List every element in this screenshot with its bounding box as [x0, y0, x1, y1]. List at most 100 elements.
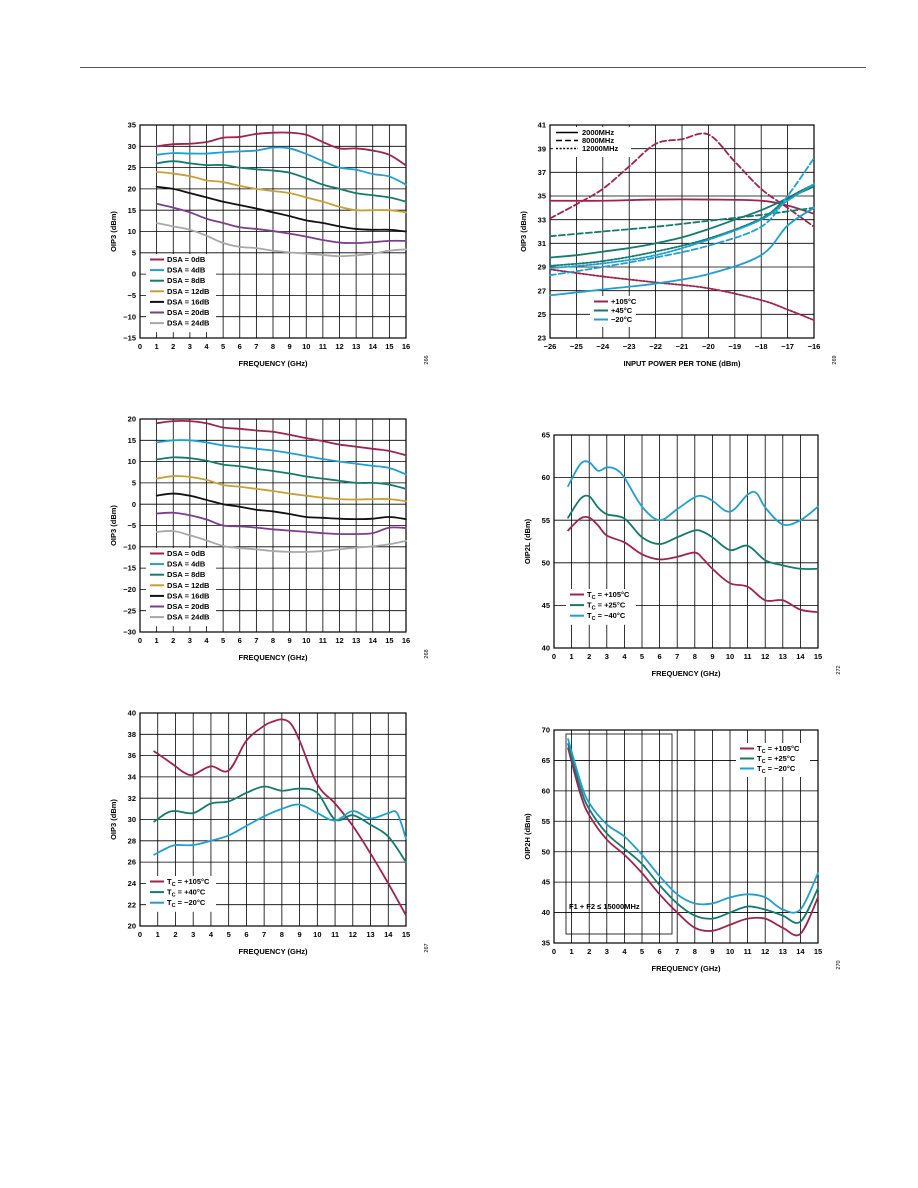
x-tick-label: 7: [254, 342, 258, 351]
x-tick-label: −17: [781, 342, 794, 351]
x-tick-label: 15: [402, 930, 410, 939]
x-tick-label: 5: [221, 342, 225, 351]
y-axis-title: OIP2H (dBm): [523, 813, 532, 860]
x-tick-label: 0: [552, 947, 556, 956]
series-line: [549, 132, 815, 228]
grid: [553, 729, 819, 944]
x-tick-label: 15: [814, 947, 822, 956]
y-tick-label: 40: [128, 709, 136, 718]
legend-background: [146, 548, 216, 627]
legend-label: DSA = 0dB: [167, 255, 206, 264]
y-tick-label: −15: [123, 564, 136, 573]
legend-label: DSA = 4dB: [167, 560, 206, 569]
x-tick-label: 5: [640, 652, 644, 661]
x-axis-title: INPUT POWER PER TONE (dBm): [624, 359, 741, 368]
x-axis-title: FREQUENCY (GHz): [238, 359, 308, 368]
x-tick-label: 12: [761, 947, 769, 956]
y-tick-label: 15: [128, 206, 136, 215]
y-tick-label: 29: [538, 263, 546, 272]
x-tick-label: 9: [710, 947, 714, 956]
legend-label: DSA = 24dB: [167, 613, 210, 622]
chart-oip2l-vs-frequency: 0 1 2 3 4 5 6 7 8 9 10 11 12 13 14 15656055504540FREQUE…: [523, 431, 842, 678]
legend-background: [146, 254, 216, 333]
series-line: [155, 419, 407, 457]
x-tick-label: −16: [808, 342, 821, 351]
x-tick-label: 10: [313, 930, 321, 939]
x-tick-label: −25: [570, 342, 583, 351]
chart-oip3-vs-input-power: −26 −25 −24 −23 −22 −21 −20 −19 −18 −17 −16 41 39 37 3…: [519, 121, 838, 368]
x-tick-label: 3: [191, 930, 195, 939]
series-line: [155, 456, 407, 490]
x-tick-label: 12: [335, 342, 343, 351]
legend-label: DSA = 24dB: [167, 319, 210, 328]
annotation-text: F1 + F2 ≤ 15000MHz: [569, 902, 640, 911]
legend-label: DSA = 12dB: [167, 581, 210, 590]
x-tick-label: 0: [138, 930, 142, 939]
x-tick-label: 9: [288, 342, 292, 351]
y-tick-label: −10: [123, 542, 136, 551]
x-tick-label: 12: [335, 636, 343, 645]
legend-label: +45°C: [611, 306, 633, 315]
legend-label: DSA = 8dB: [167, 276, 206, 285]
series-line: [549, 183, 815, 267]
x-tick-label: 2: [587, 947, 591, 956]
x-tick-label: 13: [779, 652, 787, 661]
x-tick-label: 8: [693, 652, 697, 661]
y-tick-label: −5: [127, 521, 136, 530]
x-tick-label: −18: [755, 342, 768, 351]
x-tick-label: −20: [702, 342, 715, 351]
x-tick-label: 11: [744, 652, 752, 661]
line-style-label: 8000MHz: [582, 136, 614, 145]
y-tick-label: 5: [132, 248, 136, 257]
x-tick-label: 11: [319, 342, 327, 351]
y-tick-label: 22: [128, 900, 136, 909]
x-tick-label: 7: [262, 930, 266, 939]
series-line: [549, 198, 815, 215]
y-tick-label: −25: [123, 606, 136, 615]
x-tick-label: 14: [384, 930, 393, 939]
y-tick-label: 0: [132, 500, 136, 509]
legend-label: TC = −40°C: [587, 611, 626, 622]
x-tick-label: 8: [280, 930, 284, 939]
legend-label: −20°C: [611, 315, 633, 324]
y-axis-title: OIP3 (dBm): [109, 799, 118, 840]
series-line: [155, 511, 407, 536]
x-tick-label: 3: [188, 636, 192, 645]
x-tick-label: 10: [302, 342, 310, 351]
y-tick-label: 39: [538, 144, 546, 153]
legend-label: TC = −20°C: [167, 898, 206, 909]
plot-frame: [553, 434, 819, 649]
series-line: [549, 185, 815, 259]
chart-oip2h-vs-frequency: 0 1 2 3 4 5 6 7 8 9 10 11 12 13 14 157065605550454035FR…: [523, 726, 842, 973]
series-group: [567, 738, 819, 937]
x-tick-label: 11: [744, 947, 752, 956]
x-tick-label: 14: [796, 652, 805, 661]
x-tick-label: 1: [570, 947, 574, 956]
x-tick-label: 14: [369, 342, 378, 351]
x-tick-label: 9: [298, 930, 302, 939]
x-tick-label: 6: [238, 342, 242, 351]
legend-label: TC = +25°C: [587, 601, 626, 612]
legend-label: +105°C: [611, 297, 637, 306]
y-tick-label: 65: [542, 431, 550, 440]
x-tick-label: 15: [814, 652, 822, 661]
legend-label: TC = −20°C: [757, 764, 796, 775]
x-tick-label: −24: [596, 342, 610, 351]
y-tick-label: 25: [538, 310, 546, 319]
y-tick-label: 26: [128, 858, 136, 867]
x-tick-label: 5: [221, 636, 225, 645]
y-tick-label: 30: [128, 142, 136, 151]
y-tick-label: 60: [542, 786, 550, 795]
y-tick-label: 20: [128, 415, 136, 424]
x-tick-label: 10: [726, 652, 734, 661]
x-tick-label: 3: [188, 342, 192, 351]
x-tick-label: 6: [238, 636, 242, 645]
series-line: [153, 803, 407, 856]
y-tick-label: −20: [123, 585, 136, 594]
x-tick-label: 8: [271, 342, 275, 351]
plot-frame: [553, 729, 819, 944]
x-tick-label: 4: [622, 947, 627, 956]
x-tick-label: 10: [726, 947, 734, 956]
y-tick-label: −30: [123, 628, 136, 637]
